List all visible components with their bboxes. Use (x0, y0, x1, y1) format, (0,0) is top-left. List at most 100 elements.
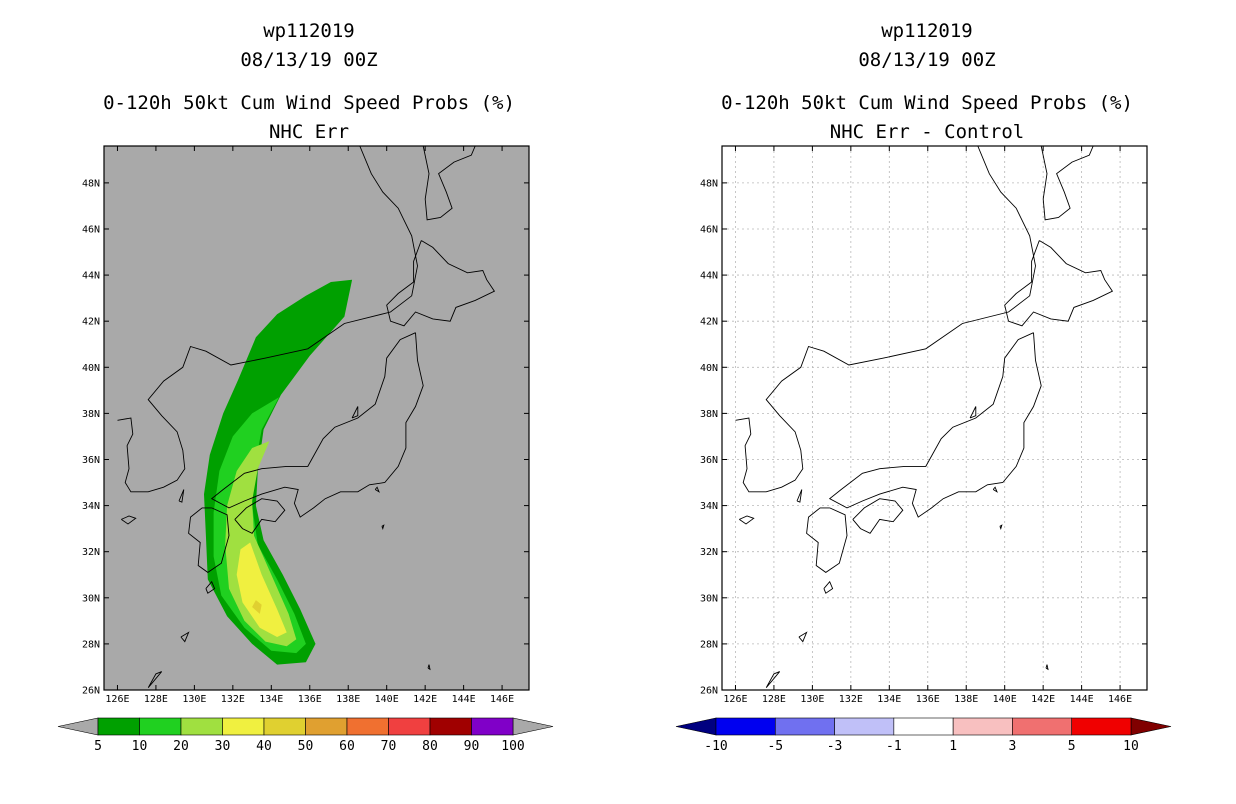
y-tick-label: 26N (700, 686, 718, 697)
x-tick-label: 128E (762, 694, 786, 705)
x-tick-label: 128E (144, 694, 168, 705)
right-title-storm-id: wp112019 (881, 20, 973, 42)
coastline-segment (386, 240, 496, 327)
y-tick-label: 40N (82, 363, 100, 374)
left-y-axis: 26N 28N 30N 32N 34N 36N 38N 40N 42N 44N 46N 48N (82, 178, 529, 697)
coastline-segment (234, 498, 286, 534)
colorbar-swatch (893, 717, 954, 736)
x-tick-label: 142E (1031, 694, 1055, 705)
y-tick-label: 42N (700, 317, 718, 328)
y-tick-label: 48N (700, 178, 718, 189)
colorbar-swatch (346, 717, 389, 736)
x-tick-label: 136E (916, 694, 940, 705)
colorbar-swatch (388, 717, 431, 736)
colorbar-label: 1 (949, 739, 957, 754)
coastline-segment (806, 507, 848, 573)
colorbar-swatch (429, 717, 472, 736)
left-x-axis: 126E 128E 130E 132E 134E 136E 138E 140E 142E 144E… (105, 146, 514, 705)
colorbar-swatch (774, 717, 835, 736)
colorbar-label: 5 (1068, 739, 1076, 754)
right-panel: wp112019 08/13/19 00Z 0-120h 50kt Cum Wi… (675, 20, 1172, 754)
colorbar-label: 60 (339, 739, 355, 754)
right-title-subtitle: NHC Err - Control (830, 121, 1024, 143)
x-tick-label: 142E (413, 694, 437, 705)
colorbar-swatch (1012, 717, 1073, 736)
y-tick-label: 34N (700, 501, 718, 512)
x-tick-label: 140E (375, 694, 399, 705)
x-tick-label: 146E (490, 694, 514, 705)
colorbar-label: 30 (215, 739, 231, 754)
colorbar-label: 3 (1009, 739, 1017, 754)
coastline-segment (828, 332, 1042, 518)
y-tick-label: 32N (700, 547, 718, 558)
x-tick-label: 130E (800, 694, 824, 705)
right-colorbar: -10 -5 -3 -1 1 3 5 10 (675, 717, 1172, 754)
x-tick-label: 134E (259, 694, 283, 705)
y-tick-label: 42N (82, 317, 100, 328)
colorbar-swatch (1071, 717, 1132, 736)
y-tick-label: 46N (82, 224, 100, 235)
coastline-segment (180, 631, 190, 643)
colorbar-over-arrow (512, 717, 554, 736)
colorbar-label: -1 (886, 739, 902, 754)
colorbar-swatch (471, 717, 514, 736)
colorbar-under-arrow (675, 717, 717, 736)
colorbar-label: 10 (1123, 739, 1139, 754)
x-tick-label: 144E (452, 694, 476, 705)
x-tick-label: 140E (993, 694, 1017, 705)
x-tick-label: 132E (221, 694, 245, 705)
x-tick-label: 138E (336, 694, 360, 705)
coastline-segment (999, 524, 1003, 530)
left-coastlines (117, 146, 496, 688)
left-title-product: 0-120h 50kt Cum Wind Speed Probs (%) (103, 92, 515, 114)
left-title-storm-id: wp112019 (263, 20, 355, 42)
coastline-segment (1045, 664, 1049, 671)
x-tick-label: 144E (1070, 694, 1094, 705)
colorbar-label: 5 (94, 739, 102, 754)
colorbar-label: 100 (501, 739, 524, 754)
x-tick-label: 126E (105, 694, 129, 705)
colorbar-swatch (952, 717, 1013, 736)
right-gridlines (722, 146, 1147, 691)
left-map-frame (103, 145, 530, 691)
colorbar-swatch (139, 717, 182, 736)
y-tick-label: 36N (82, 455, 100, 466)
y-tick-label: 28N (82, 639, 100, 650)
coastline-segment (1040, 146, 1094, 221)
colorbar-label: 80 (422, 739, 438, 754)
coastline-segment (796, 489, 803, 503)
y-tick-label: 44N (700, 271, 718, 282)
right-map-background (722, 146, 1147, 690)
x-tick-label: 130E (182, 694, 206, 705)
colorbar-swatch (715, 717, 776, 736)
colorbar-label: 20 (173, 739, 189, 754)
colorbar-swatch (97, 717, 140, 736)
coastline-segment (992, 486, 998, 493)
y-tick-label: 30N (82, 593, 100, 604)
y-tick-label: 46N (700, 224, 718, 235)
x-tick-label: 138E (954, 694, 978, 705)
coastline-segment (381, 524, 385, 530)
left-colorbar: 5 10 20 30 40 50 60 70 80 90 100 (57, 717, 554, 754)
left-title-datetime: 08/13/19 00Z (240, 49, 377, 71)
coastline-segment (852, 498, 904, 534)
y-tick-label: 26N (82, 686, 100, 697)
colorbar-swatch (305, 717, 348, 736)
right-coastlines (735, 146, 1114, 688)
y-tick-label: 36N (700, 455, 718, 466)
left-probability-zones (204, 279, 353, 665)
x-tick-label: 136E (298, 694, 322, 705)
colorbar-swatch (222, 717, 265, 736)
colorbar-label: -10 (704, 739, 727, 754)
prob-zone-30 (236, 542, 287, 637)
y-tick-label: 38N (82, 409, 100, 420)
x-tick-label: 134E (877, 694, 901, 705)
x-tick-label: 132E (839, 694, 863, 705)
coastline-segment (798, 631, 808, 643)
colorbar-swatch (263, 717, 306, 736)
colorbar-under-arrow (57, 717, 99, 736)
colorbar-label: 50 (298, 739, 314, 754)
colorbar-swatch (834, 717, 895, 736)
